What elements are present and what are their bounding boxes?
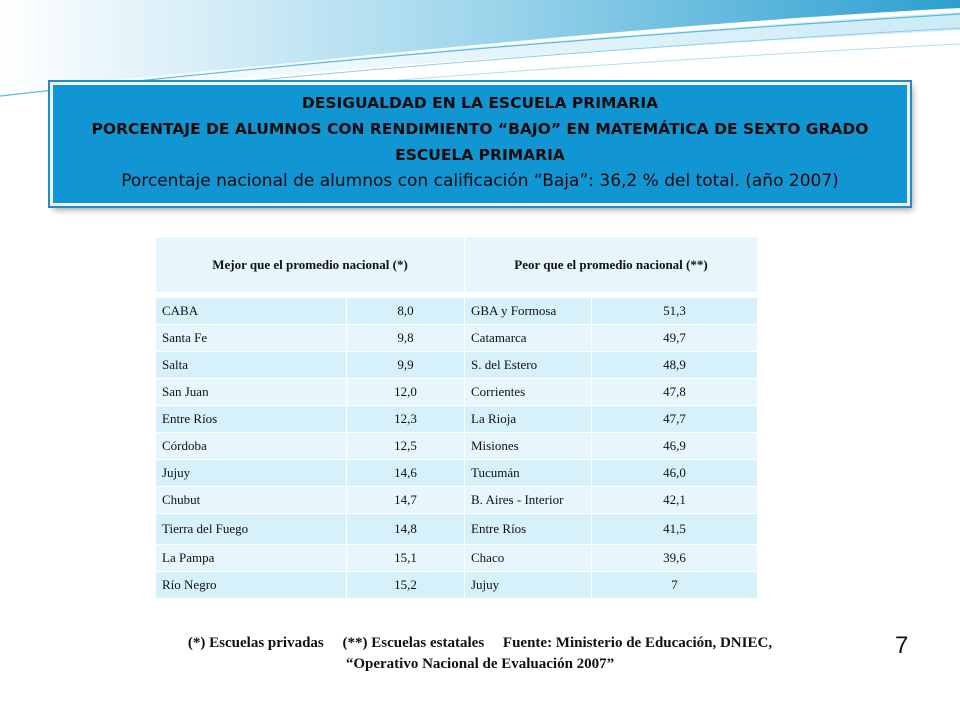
province-name: Catamarca [464, 324, 592, 352]
province-name: Entre Ríos [464, 513, 592, 545]
table-row: Río Negro 15,2 Jujuy 7 [155, 571, 758, 599]
province-name: San Juan [155, 378, 347, 406]
table-row: La Pampa 15,1 Chaco 39,6 [155, 544, 758, 572]
province-value: 12,0 [346, 378, 465, 406]
province-value: 8,0 [346, 297, 465, 325]
province-value: 51,3 [591, 297, 758, 325]
province-name: Tucumán [464, 459, 592, 487]
province-name: Jujuy [464, 571, 592, 599]
province-name: Santa Fe [155, 324, 347, 352]
table-row: San Juan 12,0 Corrientes 47,8 [155, 378, 758, 406]
province-value: 9,9 [346, 351, 465, 379]
province-value: 9,8 [346, 324, 465, 352]
province-value: 47,7 [591, 405, 758, 433]
province-name: S. del Estero [464, 351, 592, 379]
footer-source-title: “Operativo Nacional de Evaluación 2007” [345, 656, 615, 672]
province-name: Río Negro [155, 571, 347, 599]
province-name: Salta [155, 351, 347, 379]
table-row: Salta 9,9 S. del Estero 48,9 [155, 351, 758, 379]
header-better: Mejor que el promedio nacional (*) [155, 236, 465, 293]
banner-subtitle: PORCENTAJE DE ALUMNOS CON RENDIMIENTO “B… [91, 120, 869, 138]
province-name: B. Aires - Interior [464, 486, 592, 514]
table-row: CABA 8,0 GBA y Formosa 51,3 [155, 297, 758, 325]
province-name: GBA y Formosa [464, 297, 592, 325]
banner-subtitle-2: ESCUELA PRIMARIA [395, 146, 565, 164]
table-row: Santa Fe 9,8 Catamarca 49,7 [155, 324, 758, 352]
province-value: 39,6 [591, 544, 758, 572]
province-value: 46,9 [591, 432, 758, 460]
province-name: Tierra del Fuego [155, 513, 347, 545]
table-row: Entre Ríos 12,3 La Rioja 47,7 [155, 405, 758, 433]
province-name: Jujuy [155, 459, 347, 487]
banner-national-note: Porcentaje nacional de alumnos con calif… [121, 171, 839, 191]
province-name: La Rioja [464, 405, 592, 433]
province-value: 42,1 [591, 486, 758, 514]
province-name: Chubut [155, 486, 347, 514]
province-value: 14,7 [346, 486, 465, 514]
province-value: 15,1 [346, 544, 465, 572]
table-row: Córdoba 12,5 Misiones 46,9 [155, 432, 758, 460]
title-banner: DESIGUALDAD EN LA ESCUELA PRIMARIA PORCE… [50, 82, 910, 206]
provinces-table: Mejor que el promedio nacional (*) Peor … [155, 236, 758, 599]
province-name: Chaco [464, 544, 592, 572]
province-value: 12,5 [346, 432, 465, 460]
province-value: 49,7 [591, 324, 758, 352]
banner-title: DESIGUALDAD EN LA ESCUELA PRIMARIA [301, 94, 659, 112]
province-value: 14,6 [346, 459, 465, 487]
page-number: 7 [895, 632, 909, 659]
province-value: 47,8 [591, 378, 758, 406]
footer-note: (*) Escuelas privadas (**) Escuelas esta… [0, 633, 960, 675]
province-name: Entre Ríos [155, 405, 347, 433]
province-value: 48,9 [591, 351, 758, 379]
header-worse: Peor que el promedio nacional (**) [464, 236, 758, 293]
province-name: Córdoba [155, 432, 347, 460]
table-row: Tierra del Fuego 14,8 Entre Ríos 41,5 [155, 513, 758, 545]
province-name: La Pampa [155, 544, 347, 572]
footer-source-line: (*) Escuelas privadas (**) Escuelas esta… [187, 635, 773, 651]
province-value: 14,8 [346, 513, 465, 545]
province-name: Misiones [464, 432, 592, 460]
province-value: 46,0 [591, 459, 758, 487]
province-name: CABA [155, 297, 347, 325]
province-value: 41,5 [591, 513, 758, 545]
table-header-row: Mejor que el promedio nacional (*) Peor … [155, 236, 758, 293]
province-value: 15,2 [346, 571, 465, 599]
table-row: Jujuy 14,6 Tucumán 46,0 [155, 459, 758, 487]
province-name: Corrientes [464, 378, 592, 406]
province-value: 12,3 [346, 405, 465, 433]
province-value: 7 [591, 571, 758, 599]
table-row: Chubut 14,7 B. Aires - Interior 42,1 [155, 486, 758, 514]
